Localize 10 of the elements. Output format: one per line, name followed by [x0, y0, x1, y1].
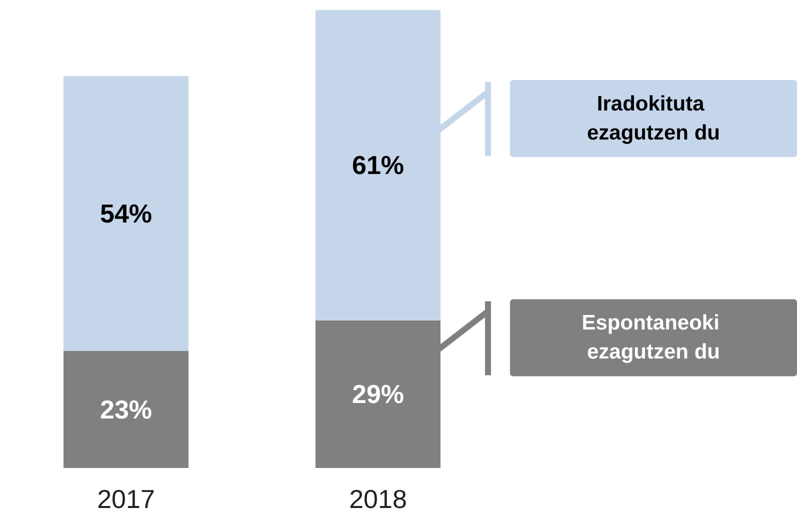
data-label: 29%: [352, 379, 404, 410]
data-label: 54%: [100, 198, 152, 229]
data-label: 23%: [100, 394, 152, 424]
x-tick-label: 2017: [97, 484, 155, 514]
x-tick-label: 2018: [349, 484, 407, 514]
text: Espontaneoki ezagutzen du: [582, 312, 726, 364]
bar: [64, 76, 188, 351]
bar: [64, 350, 188, 468]
text: Iradokituta ezagutzen du: [586, 92, 720, 144]
data-label: 61%: [352, 150, 404, 180]
